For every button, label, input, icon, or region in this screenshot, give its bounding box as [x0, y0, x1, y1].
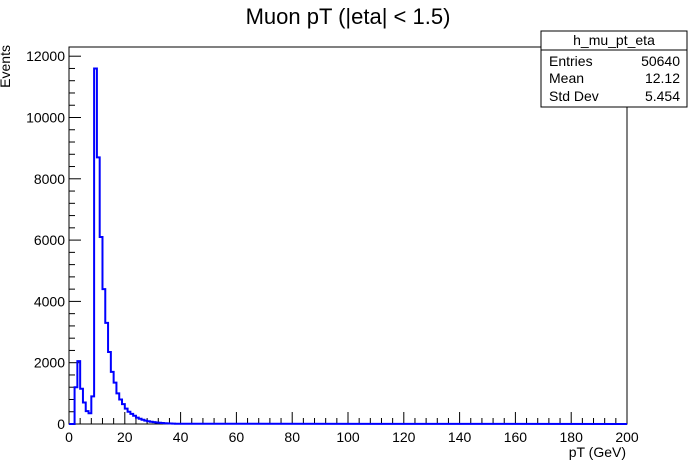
y-tick-label: 10000: [26, 109, 65, 125]
x-tick-label: 80: [284, 429, 300, 445]
x-tick-label: 140: [448, 429, 472, 445]
y-axis-tick-labels: 0 2000 4000 6000 8000 10000 12000: [26, 48, 65, 432]
x-tick-label: 120: [392, 429, 416, 445]
stats-mean-label: Mean: [549, 70, 584, 86]
stats-mean-value: 12.12: [645, 70, 680, 86]
x-tick-label: 20: [117, 429, 133, 445]
stats-stddev-label: Std Dev: [549, 88, 599, 104]
x-tick-label: 40: [173, 429, 189, 445]
series-group: [69, 67, 628, 425]
stats-box-name: h_mu_pt_eta: [573, 32, 655, 48]
stats-entries-value: 50640: [641, 53, 680, 69]
x-tick-label: 160: [504, 429, 528, 445]
x-tick-label: 180: [560, 429, 584, 445]
stats-stddev-value: 5.454: [645, 88, 680, 104]
x-tick-label: 100: [336, 429, 360, 445]
x-axis-tick-labels: 0 20 40 60 80 100 120 140 160 180 200: [65, 429, 639, 445]
histogram-outline: [69, 67, 628, 425]
x-axis-title: pT (GeV): [569, 444, 626, 460]
stats-box: h_mu_pt_eta Entries 50640 Mean 12.12 Std…: [540, 30, 688, 108]
x-tick-label: 60: [229, 429, 245, 445]
y-tick-label: 4000: [34, 293, 65, 309]
y-tick-label: 2000: [34, 355, 65, 371]
x-tick-label: 200: [615, 429, 639, 445]
stats-entries-label: Entries: [549, 53, 593, 69]
stats-box-frame: [540, 30, 688, 108]
x-tick-label: 0: [65, 429, 73, 445]
y-tick-label: 8000: [34, 171, 65, 187]
chart-title: Muon pT (|eta| < 1.5): [246, 4, 451, 29]
y-tick-label: 0: [57, 416, 65, 432]
y-tick-label: 12000: [26, 48, 65, 64]
y-tick-label: 6000: [34, 232, 65, 248]
y-axis-title: Events: [0, 45, 13, 88]
